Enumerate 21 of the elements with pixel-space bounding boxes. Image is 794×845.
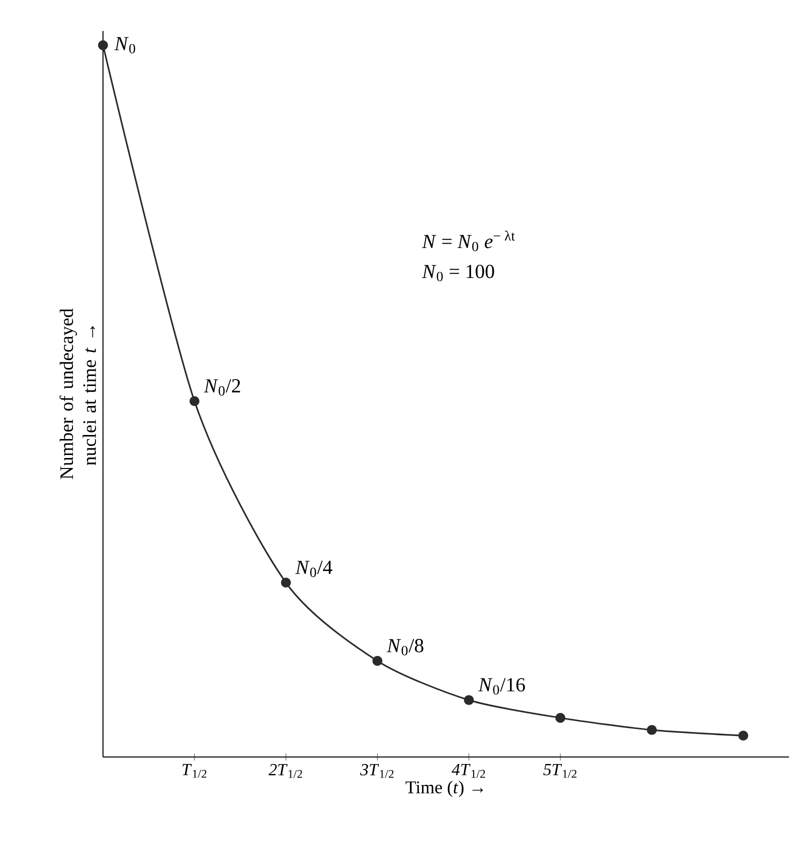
point (646, 724, 657, 735)
point (464, 695, 474, 706)
x-axis-title: Time (t) → (406, 780, 484, 798)
point (738, 730, 748, 741)
x-tick-label: 3T$_{1/2}$ (360, 764, 394, 778)
annotation: N$_{0}$/4 (295, 560, 332, 578)
annotation: N$_{0}$/16 (478, 678, 525, 695)
point (189, 396, 200, 406)
point (555, 712, 566, 723)
point (280, 578, 291, 588)
annotation: N = N$_{0}$ e$^{− λt}$ (422, 230, 515, 252)
x-tick-label: T$_{1/2}$ (182, 764, 206, 778)
x-tick-label: 2T$_{1/2}$ (268, 764, 302, 778)
annotation: N$_{0}$ = 100 (422, 264, 494, 282)
annotation: N$_{0}$/2 (204, 379, 240, 396)
x-tick-label: 4T$_{1/2}$ (452, 764, 485, 778)
point (372, 656, 382, 666)
x-tick-label: 5T$_{1/2}$ (543, 764, 576, 778)
annotation: N$_{0}$ (114, 37, 136, 54)
point (98, 40, 108, 50)
annotation: N$_{0}$/8 (386, 638, 424, 656)
